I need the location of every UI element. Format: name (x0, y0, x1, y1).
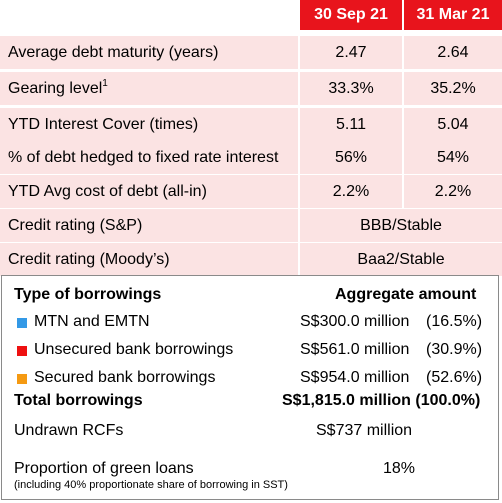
metric-label: YTD Avg cost of debt (all-in) (0, 175, 298, 208)
metric-label: YTD Interest Cover (times) (0, 108, 298, 141)
borrowing-share: (52.6%) (426, 369, 483, 386)
metric-label-text: Gearing level (8, 79, 103, 97)
borrowing-amount: S$954.0 million (300, 369, 410, 386)
metric-value-merged: Baa2/Stable (300, 243, 502, 276)
red-square-icon (17, 346, 27, 356)
borrowing-amount: S$561.0 million (300, 341, 410, 358)
green-loans-note: (including 40% proportionate share of bo… (14, 479, 288, 491)
metric-value-mar: 35.2% (404, 72, 502, 105)
undrawn-rcfs-value: S$737 million (316, 422, 413, 439)
metric-value-merged: BBB/Stable (300, 209, 502, 242)
borrowing-type-label: Secured bank borrowings (34, 369, 216, 386)
metric-label: Average debt maturity (years) (0, 36, 298, 69)
row-avg-cost-of-debt: YTD Avg cost of debt (all-in) 2.2% 2.2% (0, 175, 502, 208)
metric-value-mar: 54% (404, 141, 502, 174)
borrowings-title: Type of borrowings (14, 286, 162, 303)
row-debt-hedged: % of debt hedged to fixed rate interest … (0, 141, 502, 174)
borrowing-type-label: MTN and EMTN (34, 313, 150, 330)
aggregate-amount-header: Aggregate amount (335, 286, 477, 303)
row-gearing-level: Gearing level 1 33.3% 35.2% (0, 72, 502, 105)
header-blank-cell (0, 0, 298, 30)
borrowings-box: Type of borrowings Aggregate amount MTN … (1, 275, 499, 500)
borrowing-type-label: Unsecured bank borrowings (34, 341, 234, 358)
metric-value-mar: 2.64 (404, 36, 502, 69)
blue-square-icon (17, 318, 27, 328)
metric-value-sep: 5.11 (300, 108, 402, 141)
row-interest-cover: YTD Interest Cover (times) 5.11 5.04 (0, 108, 502, 141)
metric-value-sep: 56% (300, 141, 402, 174)
metric-label: Credit rating (Moody’s) (0, 243, 298, 276)
row-credit-rating-moodys: Credit rating (Moody’s) Baa2/Stable (0, 243, 502, 276)
row-credit-rating-sp: Credit rating (S&P) BBB/Stable (0, 209, 502, 242)
green-loans-label: Proportion of green loans (14, 460, 194, 477)
row-average-debt-maturity: Average debt maturity (years) 2.47 2.64 (0, 36, 502, 69)
metric-label: Gearing level 1 (0, 72, 298, 105)
undrawn-rcfs-label: Undrawn RCFs (14, 422, 124, 439)
borrowing-share: (30.9%) (426, 341, 483, 358)
metric-value-mar: 2.2% (404, 175, 502, 208)
metric-label: % of debt hedged to fixed rate interest (0, 141, 298, 174)
metric-label: Credit rating (S&P) (0, 209, 298, 242)
metric-value-sep: 33.3% (300, 72, 402, 105)
metric-value-sep: 2.2% (300, 175, 402, 208)
orange-square-icon (17, 374, 27, 384)
total-borrowings-label: Total borrowings (14, 392, 143, 409)
total-borrowings-value: S$1,815.0 million (100.0%) (282, 392, 481, 409)
metric-value-sep: 2.47 (300, 36, 402, 69)
column-header-31-mar-21: 31 Mar 21 (404, 0, 502, 30)
borrowing-amount: S$300.0 million (300, 313, 410, 330)
green-loans-value: 18% (383, 460, 416, 477)
column-header-30-sep-21: 30 Sep 21 (300, 0, 402, 30)
borrowing-share: (16.5%) (426, 313, 483, 330)
metric-value-mar: 5.04 (404, 108, 502, 141)
